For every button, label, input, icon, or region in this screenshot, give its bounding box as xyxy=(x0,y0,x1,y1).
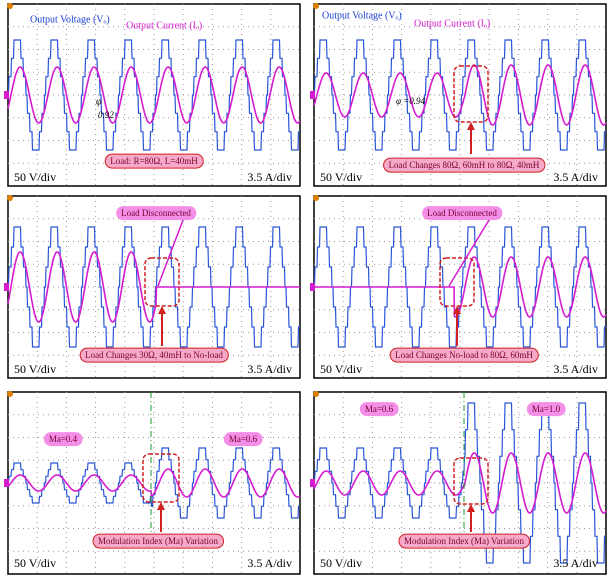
index-after: Ma=0.6 xyxy=(229,434,258,444)
panel: Ma=0.6 Ma=1.0 Modulation Index (Ma) Vari… xyxy=(310,391,606,574)
panel: Output Voltage (Vₒ) Output Current (Iₒ) … xyxy=(310,3,606,186)
figure: Output Voltage (Vₒ) Output Current (Iₒ) … xyxy=(0,0,607,576)
marker xyxy=(313,195,319,201)
marker xyxy=(310,91,315,99)
event-label: Load Disconnected xyxy=(427,208,497,218)
load-label: Modulation Index (Ma) Variation xyxy=(98,536,219,546)
marker xyxy=(4,283,9,291)
load-label: Modulation Index (Ma) Variation xyxy=(404,536,525,546)
index-before: Ma=0.6 xyxy=(365,404,394,414)
voltage-scale: 50 V/div xyxy=(320,170,362,184)
current-label: Output Current (Iₒ) xyxy=(126,20,202,31)
voltage-label: Output Voltage (Vₒ) xyxy=(30,14,110,25)
panel: Load Disconnected Load Changes 30Ω, 40mH… xyxy=(4,195,300,378)
panel: Output Voltage (Vₒ) Output Current (Iₒ) … xyxy=(4,3,300,186)
index-after: Ma=1.0 xyxy=(532,404,561,414)
marker xyxy=(7,3,13,9)
marker xyxy=(7,391,13,397)
current-scale: 3.5 A/div xyxy=(553,362,598,376)
page: {"panels": [ {"voltage_label": "Output V… xyxy=(0,0,607,576)
current-label: Output Current (Iₒ) xyxy=(414,18,490,29)
marker xyxy=(313,3,319,9)
phase-symbol: φ xyxy=(96,96,102,107)
current-scale: 3.5 A/div xyxy=(553,556,598,570)
voltage-scale: 50 V/div xyxy=(14,556,56,570)
current-scale: 3.5 A/div xyxy=(247,362,292,376)
index-before: Ma=0.4 xyxy=(49,434,78,444)
current-scale: 3.5 A/div xyxy=(247,170,292,184)
phase-value: φ =0.94 xyxy=(396,96,426,106)
event-label: Load Disconnected xyxy=(121,208,191,218)
load-label: Load Changes No-load to 80Ω, 60mH xyxy=(395,350,533,360)
phase-value: 0.92 xyxy=(98,110,114,120)
current-scale: 3.5 A/div xyxy=(247,556,292,570)
panel: Load Disconnected Load Changes No-load t… xyxy=(310,195,606,378)
current-scale: 3.5 A/div xyxy=(553,170,598,184)
load-label: Load Changes 80Ω, 60mH to 80Ω, 40mH xyxy=(389,160,540,170)
marker xyxy=(4,479,9,487)
voltage-scale: 50 V/div xyxy=(14,170,56,184)
marker xyxy=(313,391,319,397)
load-label: Load Changes 30Ω, 40mH to No-load xyxy=(85,350,223,360)
marker xyxy=(310,283,315,291)
panel: Ma=0.4 Ma=0.6 Modulation Index (Ma) Vari… xyxy=(4,391,300,574)
voltage-label: Output Voltage (Vₒ) xyxy=(322,10,402,21)
marker xyxy=(4,91,9,99)
load-label: Load: R=80Ω, L=40mH xyxy=(110,156,198,166)
voltage-scale: 50 V/div xyxy=(14,362,56,376)
marker xyxy=(7,195,13,201)
voltage-scale: 50 V/div xyxy=(320,556,362,570)
marker xyxy=(310,479,315,487)
voltage-scale: 50 V/div xyxy=(320,362,362,376)
